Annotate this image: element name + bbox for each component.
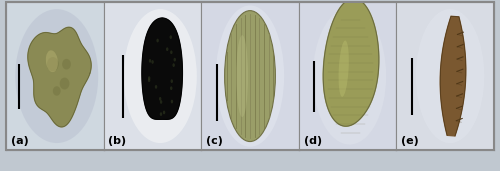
Ellipse shape bbox=[62, 59, 71, 70]
Ellipse shape bbox=[160, 112, 162, 116]
Ellipse shape bbox=[216, 5, 284, 147]
Ellipse shape bbox=[416, 9, 484, 143]
Ellipse shape bbox=[163, 111, 166, 114]
Ellipse shape bbox=[156, 39, 159, 42]
Ellipse shape bbox=[47, 57, 58, 71]
Ellipse shape bbox=[16, 9, 98, 143]
Polygon shape bbox=[440, 16, 466, 136]
Ellipse shape bbox=[313, 8, 386, 144]
Ellipse shape bbox=[170, 86, 172, 90]
Ellipse shape bbox=[149, 59, 151, 63]
Ellipse shape bbox=[159, 97, 162, 101]
Text: (e): (e) bbox=[402, 136, 419, 146]
Ellipse shape bbox=[46, 50, 58, 72]
Ellipse shape bbox=[174, 58, 176, 62]
Ellipse shape bbox=[166, 47, 168, 51]
Text: (d): (d) bbox=[304, 136, 322, 146]
Ellipse shape bbox=[155, 85, 158, 89]
Ellipse shape bbox=[124, 9, 197, 143]
Ellipse shape bbox=[148, 78, 150, 82]
Text: (c): (c) bbox=[206, 136, 223, 146]
Polygon shape bbox=[28, 27, 91, 127]
Text: (b): (b) bbox=[108, 136, 126, 146]
Polygon shape bbox=[323, 0, 379, 126]
Ellipse shape bbox=[152, 60, 154, 64]
Text: (a): (a) bbox=[11, 136, 28, 146]
Ellipse shape bbox=[53, 86, 60, 96]
Polygon shape bbox=[142, 18, 182, 119]
Ellipse shape bbox=[170, 50, 172, 54]
Ellipse shape bbox=[170, 79, 173, 83]
Ellipse shape bbox=[224, 11, 276, 142]
Ellipse shape bbox=[172, 63, 175, 67]
Ellipse shape bbox=[338, 41, 349, 97]
Ellipse shape bbox=[60, 78, 70, 89]
Ellipse shape bbox=[170, 100, 173, 103]
Ellipse shape bbox=[170, 35, 172, 39]
Ellipse shape bbox=[148, 76, 150, 80]
Ellipse shape bbox=[236, 35, 248, 117]
Ellipse shape bbox=[160, 100, 162, 104]
